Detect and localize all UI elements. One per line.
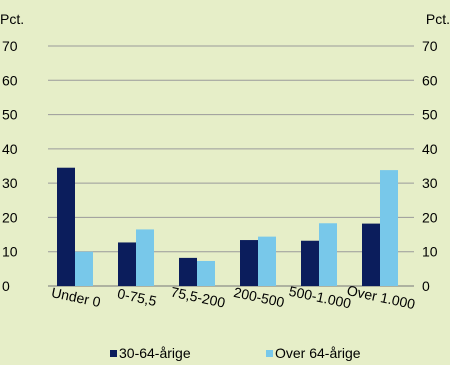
bars: [57, 167, 398, 286]
y-tick-label-left: 0: [2, 278, 10, 294]
bar: [136, 229, 154, 286]
y-tick-label-right: 0: [422, 278, 430, 294]
y-axis-right: 0 10 20 30 40 50 60 70: [422, 38, 438, 294]
bar: [75, 251, 93, 286]
legend-label: Over 64-årige: [275, 345, 361, 361]
y-tick-label-right: 40: [422, 141, 438, 157]
bar: [118, 242, 136, 286]
x-tick-label: Over 1.000: [346, 282, 417, 312]
bar: [240, 240, 258, 286]
bar: [57, 167, 75, 286]
legend-swatch: [266, 350, 273, 357]
y-tick-label-left: 30: [2, 175, 18, 191]
bar: [301, 240, 319, 286]
legend-swatch: [110, 350, 117, 357]
y-tick-label-left: 40: [2, 141, 18, 157]
x-tick-label: 0-75,5: [116, 285, 158, 309]
y-unit-right: Pct.: [426, 11, 450, 27]
x-tick-label: Under 0: [50, 284, 102, 310]
gridlines: [48, 45, 414, 287]
bar: [258, 236, 276, 286]
y-tick-label-right: 60: [422, 72, 438, 88]
bar: [319, 223, 337, 286]
bar: [380, 170, 398, 286]
y-axis-left: 0 10 20 30 40 50 60 70: [2, 38, 18, 294]
y-unit-left: Pct.: [0, 11, 24, 27]
x-tick-label: 75,5-200: [169, 284, 227, 311]
bar: [179, 257, 197, 286]
y-tick-label-left: 10: [2, 244, 18, 260]
x-tick-label: 500-1.000: [288, 283, 353, 312]
legend-label: 30-64-årige: [119, 345, 191, 361]
y-tick-label-right: 20: [422, 209, 438, 225]
y-tick-label-right: 50: [422, 107, 438, 123]
y-tick-label-left: 70: [2, 38, 18, 54]
x-axis-labels: Under 0 0-75,5 75,5-200 200-500 500-1.000Ove…: [50, 282, 417, 312]
y-tick-label-right: 70: [422, 38, 438, 54]
y-tick-label-right: 10: [422, 244, 438, 260]
x-tick-label: 200-500: [232, 284, 286, 310]
bar: [197, 260, 215, 286]
legend: 30-64-årige Over 64-årige: [110, 345, 361, 361]
y-tick-label-left: 60: [2, 72, 18, 88]
y-tick-label-left: 20: [2, 209, 18, 225]
bar: [362, 223, 380, 286]
y-tick-label-left: 50: [2, 107, 18, 123]
y-tick-label-right: 30: [422, 175, 438, 191]
